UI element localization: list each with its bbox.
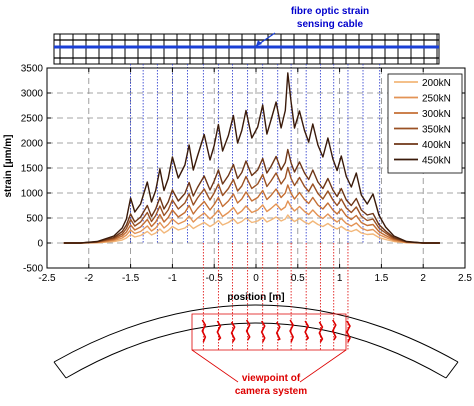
- x-tick-label: 0.5: [291, 273, 305, 284]
- cable-arrow-head: [256, 40, 262, 46]
- crack-mark: [331, 319, 337, 341]
- y-tick-label: 2000: [21, 139, 44, 150]
- tunnel-outer-arc: [53, 304, 459, 363]
- series-line-300kN: [63, 184, 440, 244]
- crack-mark: [289, 319, 295, 343]
- x-axis-title: position [m]: [227, 292, 284, 303]
- x-tick-label: -2.5: [38, 273, 56, 284]
- crack-mark: [346, 320, 351, 343]
- x-tick-label: 1.5: [374, 273, 388, 284]
- y-axis-title: strain [µm/m]: [3, 135, 14, 198]
- x-tick-label: 2: [420, 273, 426, 284]
- y-tick-label: 3500: [21, 64, 44, 75]
- series-line-450kN: [63, 72, 440, 244]
- y-tick-label: 1500: [21, 164, 44, 175]
- series-line-400kN: [63, 148, 440, 244]
- x-axis: -2.5 -2 -1.5 -1 -0.5 0 0.5 1 1.5 2 2.5: [38, 68, 472, 284]
- x-tick-label: 2.5: [458, 273, 472, 284]
- crack-mark: [201, 319, 207, 343]
- camera-viewpoint-box: [191, 313, 347, 351]
- crack-mark: [230, 321, 236, 343]
- crack-mark: [275, 321, 281, 341]
- legend-entry-250kN: 250kN: [422, 94, 451, 105]
- y-tick-label: 2500: [21, 114, 44, 125]
- series-line-250kN: [63, 200, 440, 244]
- series-lines: [63, 72, 440, 244]
- cable-box: [53, 33, 440, 65]
- y-tick-label: -500: [23, 264, 43, 275]
- crack-mark: [216, 320, 222, 341]
- tunnel-right-end: [445, 361, 459, 379]
- cable-sleepers: [59, 34, 438, 64]
- legend-box: [387, 73, 463, 174]
- tunnel-inner-arc: [65, 322, 447, 379]
- y-tick-label: 0: [37, 239, 43, 250]
- camera-viewpoint-cone: [191, 349, 347, 383]
- crack-marks: [201, 319, 351, 343]
- crack-mark: [260, 320, 266, 343]
- legend-entry-200kN: 200kN: [422, 78, 451, 89]
- y-axis: -500 0 500 1000 1500 2000 2500 3000 3500: [21, 64, 465, 275]
- y-tick-label: 500: [26, 214, 43, 225]
- cable-label-line1: fibre optic strain: [291, 6, 369, 17]
- legend: 200kN 250kN 300kN 350kN 400kN 450kN: [387, 73, 463, 174]
- y-tick-label: 3000: [21, 89, 44, 100]
- legend-entry-450kN: 450kN: [422, 156, 451, 167]
- camera-label-line2: camera system: [235, 386, 307, 397]
- x-tick-label: 1: [337, 273, 343, 284]
- x-tick-label: -0.5: [206, 273, 224, 284]
- legend-entry-400kN: 400kN: [422, 140, 451, 151]
- series-line-200kN: [63, 214, 440, 244]
- legend-entry-350kN: 350kN: [422, 125, 451, 136]
- x-tick-label: -2: [84, 273, 93, 284]
- cable-diagram: fibre optic strain sensing cable: [53, 6, 440, 65]
- tunnel-left-end: [53, 361, 67, 379]
- x-tick-label: -1: [168, 273, 177, 284]
- crack-mark: [318, 321, 324, 343]
- x-tick-label: -1.5: [122, 273, 140, 284]
- tunnel-diagram: viewpoint of camera system: [53, 243, 459, 397]
- y-tick-label: 1000: [21, 189, 44, 200]
- crack-mark: [304, 320, 310, 341]
- x-tick-label: 0: [253, 273, 259, 284]
- series-line-350kN: [63, 166, 440, 244]
- cable-label-line2: sensing cable: [297, 19, 364, 30]
- legend-entry-300kN: 300kN: [422, 109, 451, 120]
- camera-label-line1: viewpoint of: [242, 373, 301, 384]
- crack-mark: [245, 319, 251, 341]
